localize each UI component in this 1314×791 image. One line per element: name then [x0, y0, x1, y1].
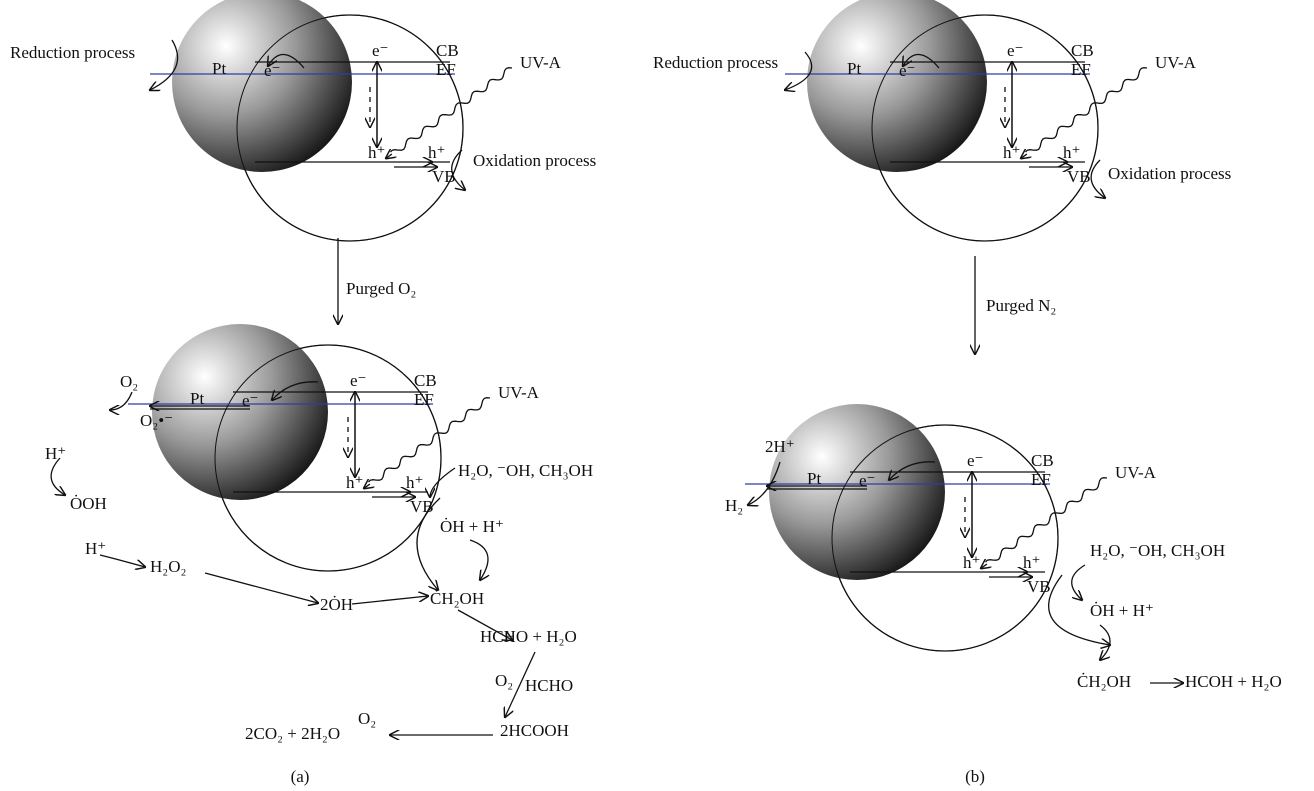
purge-label: Purged O₂ [346, 279, 416, 298]
hole: h⁺ [428, 143, 445, 162]
pt-particle [152, 324, 328, 500]
light-ray [986, 478, 1108, 562]
species: ȮH + H⁺ [440, 517, 504, 536]
species: HCHO [525, 676, 573, 695]
curved-arrow [110, 392, 132, 410]
species: O₂ [495, 671, 513, 690]
electron: e⁻ [264, 61, 281, 80]
species: 2CO₂ + 2H₂O [245, 724, 340, 743]
arrow [386, 154, 392, 158]
species: O₂ [358, 709, 376, 728]
vb-label: VB [1067, 167, 1091, 186]
pt-particle [172, 0, 352, 172]
curved-arrow [1100, 625, 1110, 660]
reduction-label: Reduction process [10, 43, 135, 62]
arrow [364, 484, 370, 488]
vb-label: VB [1027, 577, 1051, 596]
ef-label: EF [1031, 470, 1051, 489]
species: ĊH₂OH [1077, 672, 1131, 691]
species: ĊH₂OH [430, 589, 484, 608]
hole: h⁺ [1063, 143, 1080, 162]
pt-label: Pt [807, 469, 821, 488]
cb-label: CB [1071, 41, 1094, 60]
pt-particle [807, 0, 987, 172]
uv-label: UV-A [1115, 463, 1157, 482]
ef-label: EF [436, 60, 456, 79]
pt-label: Pt [190, 389, 204, 408]
species: 2ȮH [320, 595, 353, 614]
curved-arrow [430, 468, 455, 497]
oxidation-label: Oxidation process [1108, 164, 1231, 183]
cb-label: CB [414, 371, 437, 390]
caption: (b) [965, 767, 985, 786]
hole: h⁺ [1023, 553, 1040, 572]
pt-label: Pt [212, 59, 226, 78]
species: ȮH + H⁺ [1090, 601, 1154, 620]
pt-label: Pt [847, 59, 861, 78]
electron: e⁻ [859, 471, 876, 490]
uv-label: UV-A [1155, 53, 1197, 72]
species: ȮOH [70, 494, 107, 513]
species: 2HCOOH [500, 721, 569, 740]
species: H₂O, ⁻OH, CH₃OH [1090, 541, 1225, 560]
species: H₂O₂ [150, 557, 186, 576]
curved-arrow [1072, 565, 1085, 600]
arrow [352, 596, 428, 604]
arrow [205, 573, 318, 603]
vb-label: VB [410, 497, 434, 516]
arrow [981, 564, 987, 568]
electron: e⁻ [372, 41, 389, 60]
electron: e⁻ [967, 451, 984, 470]
electron: e⁻ [242, 391, 259, 410]
cb-label: CB [1031, 451, 1054, 470]
pt-particle [769, 404, 945, 580]
species: H⁺ [85, 539, 106, 558]
reduction-label: Reduction process [653, 53, 778, 72]
electron: e⁻ [899, 61, 916, 80]
species: HCOH + H₂O [1185, 672, 1282, 691]
electron: e⁻ [350, 371, 367, 390]
curved-arrow [100, 555, 145, 567]
uv-label: UV-A [498, 383, 540, 402]
species: H₂O, ⁻OH, CH₃OH [458, 461, 593, 480]
ef-label: EF [414, 390, 434, 409]
caption: (a) [291, 767, 310, 786]
curved-arrow [1091, 160, 1105, 198]
arrow [1021, 154, 1027, 158]
curved-arrow [51, 458, 65, 495]
species: O₂ [120, 372, 138, 391]
hole: h⁺ [346, 473, 363, 492]
purge-label: Purged N₂ [986, 296, 1056, 315]
curved-arrow [470, 540, 488, 580]
light-ray [391, 68, 513, 152]
light-ray [1026, 68, 1148, 152]
hole: h⁺ [406, 473, 423, 492]
diagram: Pte⁻e⁻CBEFUV-Ah⁺h⁺VBReduction processOxi… [0, 0, 1314, 791]
cb-label: CB [436, 41, 459, 60]
species: H₂ [725, 496, 743, 515]
species: H⁺ [45, 444, 66, 463]
hole: h⁺ [368, 143, 385, 162]
species: O₂•⁻ [140, 411, 173, 430]
hole: h⁺ [963, 553, 980, 572]
oxidation-label: Oxidation process [473, 151, 596, 170]
hole: h⁺ [1003, 143, 1020, 162]
species: 2H⁺ [765, 437, 795, 456]
ef-label: EF [1071, 60, 1091, 79]
electron: e⁻ [1007, 41, 1024, 60]
uv-label: UV-A [520, 53, 562, 72]
